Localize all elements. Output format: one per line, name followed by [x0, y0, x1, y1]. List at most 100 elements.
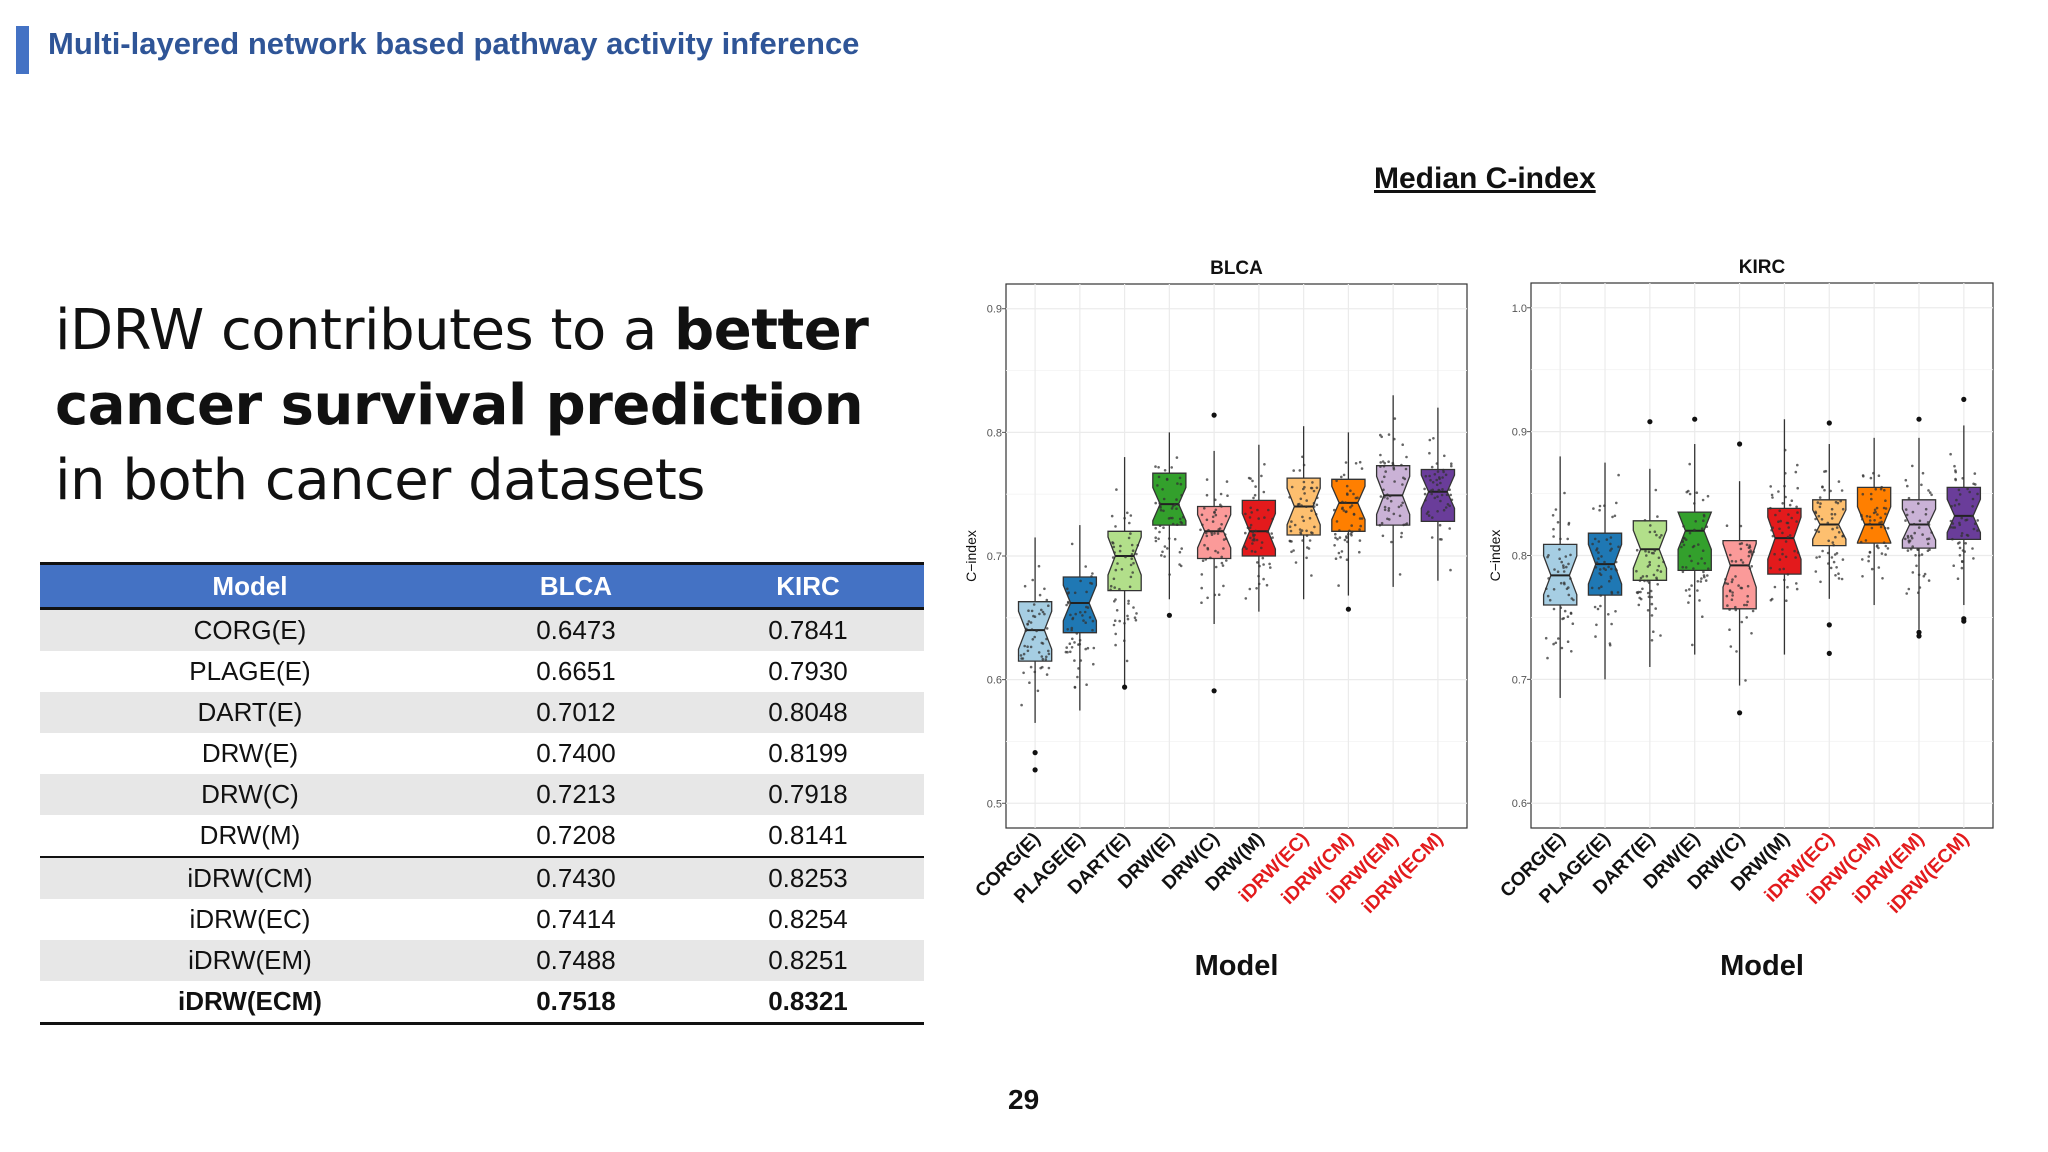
jitter-point [1971, 497, 1975, 501]
jitter-point [1707, 567, 1710, 570]
jitter-point [1599, 604, 1602, 608]
jitter-point [1928, 548, 1931, 551]
jitter-point [1777, 490, 1780, 493]
jitter-point [1294, 561, 1298, 564]
jitter-point [1302, 480, 1306, 484]
jitter-point [1636, 591, 1639, 595]
jitter-point [1546, 594, 1550, 598]
jitter-point [1815, 556, 1818, 559]
jitter-point [1342, 509, 1346, 512]
jitter-point [1433, 473, 1437, 476]
y-tick-label: 0.9 [987, 304, 1002, 316]
jitter-point [1877, 474, 1881, 478]
jitter-point [1968, 490, 1971, 494]
jitter-point [1342, 473, 1346, 477]
jitter-point [1730, 580, 1734, 584]
jitter-point [1785, 599, 1788, 602]
jitter-point [1684, 538, 1688, 541]
jitter-point [1558, 557, 1561, 560]
jitter-point [1966, 487, 1969, 491]
jitter-point [1383, 505, 1387, 509]
jitter-point [1826, 521, 1830, 525]
jitter-point [1383, 495, 1386, 499]
jitter-point [1884, 553, 1887, 556]
jitter-point [1820, 518, 1824, 521]
jitter-point [1731, 578, 1734, 581]
jitter-point [1352, 492, 1355, 496]
jitter-point [1205, 534, 1209, 538]
jitter-point [1045, 637, 1048, 641]
jitter-point [1349, 505, 1352, 509]
jitter-point [1963, 550, 1966, 553]
cell-model: iDRW(EM) [40, 940, 460, 981]
table-row: PLAGE(E) 0.6651 0.7930 [40, 651, 924, 692]
jitter-point [1424, 499, 1427, 502]
jitter-point [1079, 659, 1083, 662]
jitter-point [1657, 556, 1661, 560]
jitter-point [1124, 555, 1127, 559]
jitter-point [1922, 574, 1926, 578]
jitter-point [1256, 508, 1259, 512]
jitter-point [1204, 558, 1208, 561]
jitter-point [1883, 488, 1886, 492]
jitter-point [1346, 540, 1349, 544]
outlier-point [1692, 416, 1698, 422]
jitter-point [1022, 652, 1026, 656]
jitter-point [1886, 547, 1890, 550]
jitter-point [1920, 483, 1923, 487]
jitter-point [1113, 551, 1116, 554]
jitter-point [1837, 480, 1841, 483]
jitter-point [1746, 600, 1749, 604]
jitter-point [1552, 588, 1556, 591]
jitter-point [1160, 554, 1163, 557]
cell-model: DRW(E) [201, 738, 299, 768]
table-row: DART(E) 0.7012 0.8048 [40, 692, 924, 733]
jitter-point [1400, 463, 1403, 467]
jitter-point [1310, 531, 1313, 534]
table-row: iDRW(ECM) 0.7518 0.8321 [40, 981, 924, 1025]
cell-model: DRW(M) [199, 820, 301, 850]
box-drwe [1152, 472, 1187, 526]
jitter-point [1777, 520, 1780, 523]
cell-blca: 0.7488 [459, 940, 692, 981]
jitter-point [1170, 507, 1174, 510]
jitter-point [1154, 539, 1158, 543]
jitter-point [1646, 579, 1649, 583]
jitter-point [1383, 461, 1386, 465]
jitter-point [1047, 604, 1050, 607]
jitter-point [1348, 529, 1351, 533]
box-drwm [1241, 499, 1277, 557]
jitter-point [1028, 681, 1031, 684]
jitter-point [1906, 536, 1910, 539]
jitter-point [1030, 628, 1034, 631]
jitter-point [1292, 469, 1295, 472]
jitter-point [1298, 469, 1302, 472]
jitter-point [1906, 484, 1909, 488]
jitter-point [1449, 493, 1452, 497]
jitter-point [1027, 609, 1030, 612]
cell-model: PLAGE(E) [189, 656, 311, 686]
jitter-point [1398, 573, 1402, 576]
jitter-point [1260, 474, 1263, 478]
outlier-point [1737, 710, 1743, 716]
jitter-point [1690, 559, 1693, 563]
jitter-point [1065, 646, 1068, 649]
jitter-point [1031, 578, 1034, 582]
jitter-point [1569, 612, 1573, 615]
jitter-point [1439, 481, 1442, 485]
jitter-point [1814, 528, 1817, 532]
jitter-point [1562, 564, 1565, 567]
jitter-point [1360, 467, 1364, 470]
jitter-point [1771, 526, 1774, 529]
jitter-point [1594, 566, 1598, 569]
jitter-point [1179, 520, 1183, 524]
y-tick-label: 0.6 [1512, 798, 1527, 810]
jitter-point [1163, 545, 1167, 548]
jitter-point [1961, 477, 1964, 480]
jitter-point [1971, 505, 1974, 508]
jitter-point [1610, 591, 1614, 595]
jitter-point [1250, 511, 1253, 514]
jitter-point [1448, 504, 1451, 508]
jitter-point [1907, 496, 1911, 500]
jitter-point [1781, 502, 1784, 505]
